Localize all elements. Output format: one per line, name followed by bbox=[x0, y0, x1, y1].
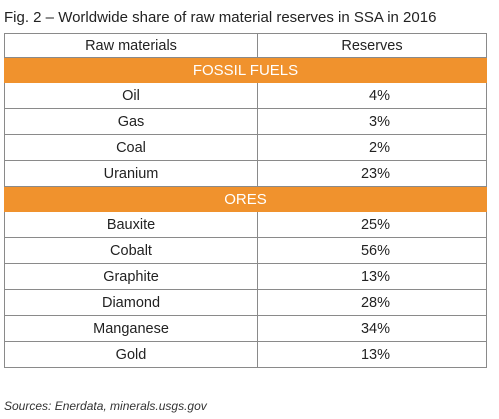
material-cell: Diamond bbox=[4, 289, 258, 316]
table-row: Graphite 13% bbox=[4, 263, 487, 290]
reserves-table: Raw materials Reserves FOSSIL FUELS Oil … bbox=[4, 33, 487, 368]
table-row: Gold 13% bbox=[4, 341, 487, 368]
source-note: Sources: Enerdata, minerals.usgs.gov bbox=[4, 399, 207, 413]
table-row: Bauxite 25% bbox=[4, 211, 487, 238]
material-cell: Oil bbox=[4, 82, 258, 109]
table-row: Coal 2% bbox=[4, 134, 487, 161]
material-cell: Bauxite bbox=[4, 211, 258, 238]
section-title: FOSSIL FUELS bbox=[4, 57, 487, 83]
material-cell: Uranium bbox=[4, 160, 258, 187]
reserves-cell: 23% bbox=[257, 160, 487, 187]
section-title: ORES bbox=[4, 186, 487, 212]
reserves-cell: 2% bbox=[257, 134, 487, 161]
reserves-cell: 34% bbox=[257, 315, 487, 342]
table-row: Cobalt 56% bbox=[4, 237, 487, 264]
material-cell: Cobalt bbox=[4, 237, 258, 264]
reserves-cell: 13% bbox=[257, 263, 487, 290]
table-row: Manganese 34% bbox=[4, 315, 487, 342]
table-row: Diamond 28% bbox=[4, 289, 487, 316]
reserves-cell: 3% bbox=[257, 108, 487, 135]
table-row: Oil 4% bbox=[4, 82, 487, 109]
reserves-cell: 25% bbox=[257, 211, 487, 238]
header-reserves: Reserves bbox=[257, 33, 487, 58]
reserves-cell: 4% bbox=[257, 82, 487, 109]
header-raw-materials: Raw materials bbox=[4, 33, 258, 58]
header-row: Raw materials Reserves bbox=[4, 33, 487, 58]
section-ores: ORES bbox=[4, 186, 487, 212]
figure-caption: Fig. 2 – Worldwide share of raw material… bbox=[4, 9, 437, 26]
table-row: Uranium 23% bbox=[4, 160, 487, 187]
material-cell: Coal bbox=[4, 134, 258, 161]
section-fossil-fuels: FOSSIL FUELS bbox=[4, 57, 487, 83]
reserves-cell: 56% bbox=[257, 237, 487, 264]
material-cell: Gas bbox=[4, 108, 258, 135]
material-cell: Graphite bbox=[4, 263, 258, 290]
table-row: Gas 3% bbox=[4, 108, 487, 135]
material-cell: Manganese bbox=[4, 315, 258, 342]
reserves-cell: 13% bbox=[257, 341, 487, 368]
reserves-cell: 28% bbox=[257, 289, 487, 316]
material-cell: Gold bbox=[4, 341, 258, 368]
